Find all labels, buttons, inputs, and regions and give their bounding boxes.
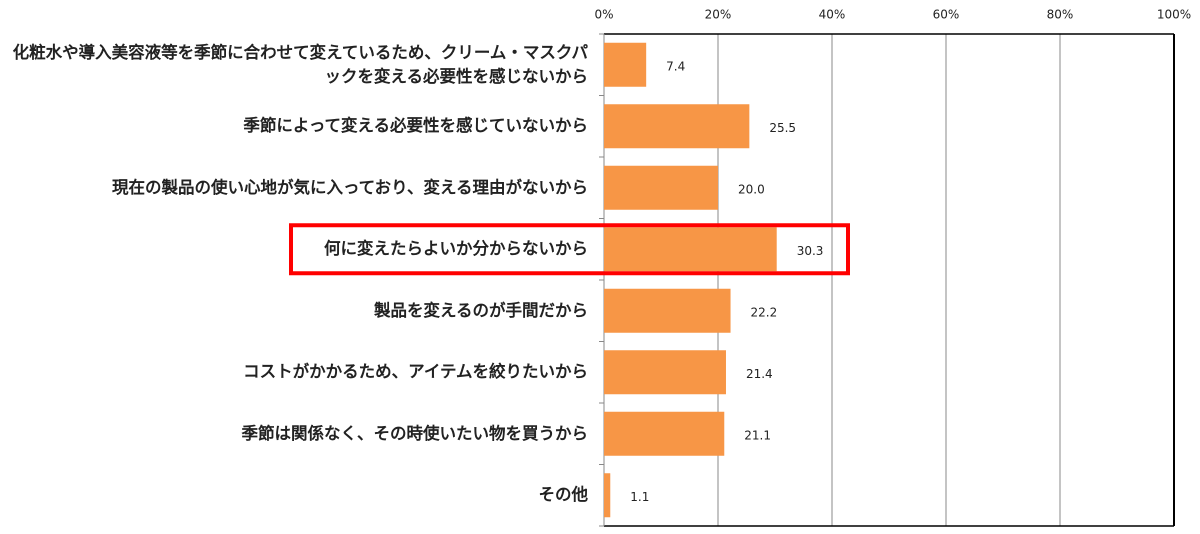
x-tick-label: 20% (705, 8, 732, 22)
highlight-box (289, 223, 850, 276)
x-tick-label: 0% (594, 8, 613, 22)
bar (604, 104, 750, 149)
value-label: 20.0 (738, 182, 765, 196)
value-label: 21.4 (746, 367, 773, 381)
y-tick-label: 何に変えたらよいか分からないから (324, 239, 588, 259)
value-label: 22.2 (751, 305, 778, 319)
bar (604, 473, 611, 518)
y-tick-label: 季節は関係なく、その時使いたい物を買うから (241, 423, 589, 443)
y-tick-label: 製品を変えるのが手間だから (373, 300, 588, 320)
bar (604, 411, 725, 456)
bar (604, 165, 718, 210)
y-tick-label: その他 (538, 485, 589, 505)
x-tick-label: 100% (1157, 8, 1191, 22)
y-tick-label: コストがかかるため、アイテムを絞りたいから (243, 362, 588, 382)
value-label: 30.3 (797, 244, 824, 258)
bar (604, 227, 777, 272)
y-tick-label: 現在の製品の使い心地が気に入っており、変える理由がないから (111, 177, 588, 197)
value-label: 25.5 (769, 121, 796, 135)
value-label: 7.4 (666, 59, 685, 73)
x-tick-label: 80% (1047, 8, 1074, 22)
x-tick-label: 40% (819, 8, 846, 22)
bar (604, 350, 726, 395)
value-label: 21.1 (744, 428, 771, 442)
y-tick-label: 季節によって変える必要性を感じていないから (243, 116, 588, 136)
bar (604, 42, 647, 87)
y-tick-label: 化粧水や導入美容液等を季節に合わせて変えているため、クリーム・マスクパックを変え… (12, 42, 588, 86)
bar (604, 288, 731, 333)
value-label: 1.1 (630, 490, 649, 504)
x-tick-label: 60% (933, 8, 960, 22)
